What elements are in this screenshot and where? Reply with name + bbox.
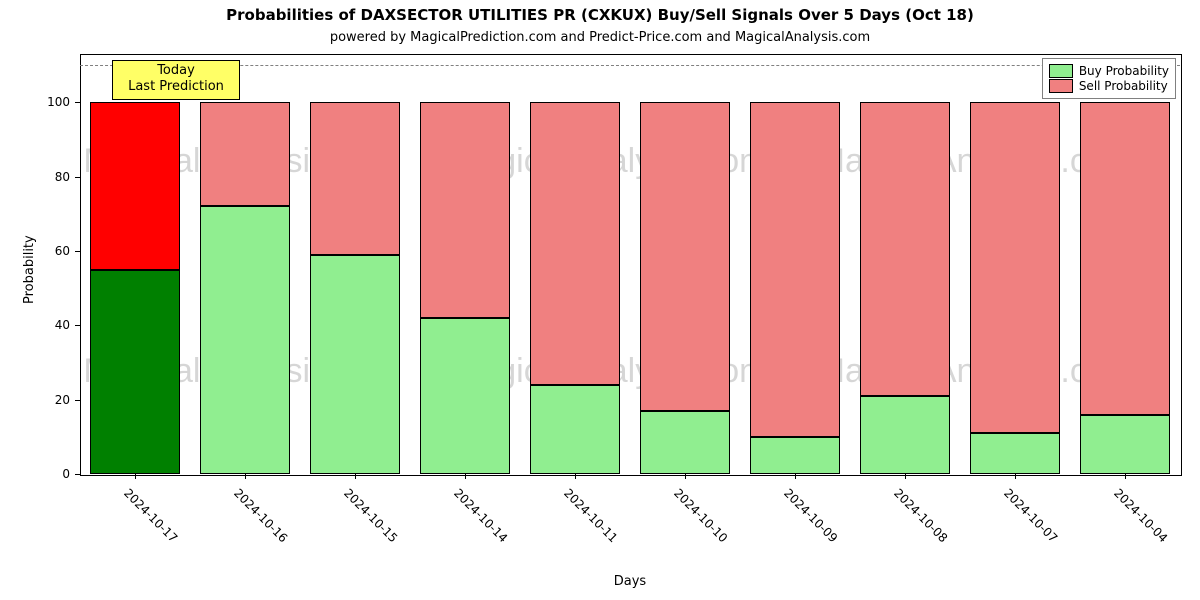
x-tick-mark <box>795 474 796 479</box>
x-tick-label: 2024-10-14 <box>451 486 510 545</box>
bar-buy <box>200 206 290 474</box>
bar-buy <box>970 433 1060 474</box>
y-tick-label: 100 <box>0 95 70 109</box>
legend-swatch <box>1049 79 1073 93</box>
x-axis-label: Days <box>80 574 1180 589</box>
x-tick-label: 2024-10-07 <box>1001 486 1060 545</box>
bar-buy <box>90 270 180 474</box>
bar-sell <box>970 102 1060 433</box>
legend-label: Sell Probability <box>1079 79 1168 93</box>
y-tick-mark <box>75 251 80 252</box>
x-tick-label: 2024-10-11 <box>561 486 620 545</box>
x-tick-label: 2024-10-04 <box>1111 486 1170 545</box>
y-tick-mark <box>75 474 80 475</box>
bar-sell <box>640 102 730 410</box>
x-tick-mark <box>1125 474 1126 479</box>
x-tick-label: 2024-10-08 <box>891 486 950 545</box>
y-tick-mark <box>75 400 80 401</box>
bar-buy <box>530 385 620 474</box>
y-tick-label: 20 <box>0 393 70 407</box>
bar-sell <box>750 102 840 437</box>
legend-swatch <box>1049 64 1073 78</box>
legend-item: Sell Probability <box>1049 79 1169 93</box>
legend: Buy ProbabilitySell Probability <box>1042 58 1176 99</box>
y-tick-mark <box>75 177 80 178</box>
x-tick-mark <box>685 474 686 479</box>
y-axis-label: Probability <box>22 235 37 304</box>
bar-sell <box>530 102 620 384</box>
x-tick-label: 2024-10-16 <box>231 486 290 545</box>
annotation-line: Today <box>119 63 233 79</box>
x-tick-mark <box>355 474 356 479</box>
x-tick-mark <box>465 474 466 479</box>
x-tick-mark <box>905 474 906 479</box>
y-tick-label: 80 <box>0 170 70 184</box>
bar-buy <box>420 318 510 474</box>
legend-item: Buy Probability <box>1049 64 1169 78</box>
bar-sell <box>200 102 290 206</box>
bar-sell <box>1080 102 1170 414</box>
bar-sell <box>90 102 180 269</box>
y-tick-mark <box>75 102 80 103</box>
y-tick-label: 0 <box>0 467 70 481</box>
y-tick-label: 40 <box>0 318 70 332</box>
x-tick-mark <box>245 474 246 479</box>
chart-title: Probabilities of DAXSECTOR UTILITIES PR … <box>0 6 1200 24</box>
bar-sell <box>310 102 400 254</box>
bar-buy <box>640 411 730 474</box>
bar-sell <box>860 102 950 396</box>
bar-buy <box>1080 415 1170 474</box>
y-tick-mark <box>75 325 80 326</box>
bar-buy <box>860 396 950 474</box>
chart-subtitle: powered by MagicalPrediction.com and Pre… <box>0 30 1200 45</box>
x-tick-label: 2024-10-17 <box>121 486 180 545</box>
x-tick-mark <box>135 474 136 479</box>
today-annotation: TodayLast Prediction <box>112 60 240 100</box>
chart-container: Probabilities of DAXSECTOR UTILITIES PR … <box>0 0 1200 600</box>
bar-buy <box>310 255 400 474</box>
x-tick-label: 2024-10-15 <box>341 486 400 545</box>
bar-sell <box>420 102 510 318</box>
legend-label: Buy Probability <box>1079 64 1169 78</box>
x-tick-label: 2024-10-10 <box>671 486 730 545</box>
annotation-line: Last Prediction <box>119 79 233 95</box>
x-tick-mark <box>575 474 576 479</box>
x-tick-label: 2024-10-09 <box>781 486 840 545</box>
bar-buy <box>750 437 840 474</box>
reference-gridline <box>80 65 1180 66</box>
x-tick-mark <box>1015 474 1016 479</box>
